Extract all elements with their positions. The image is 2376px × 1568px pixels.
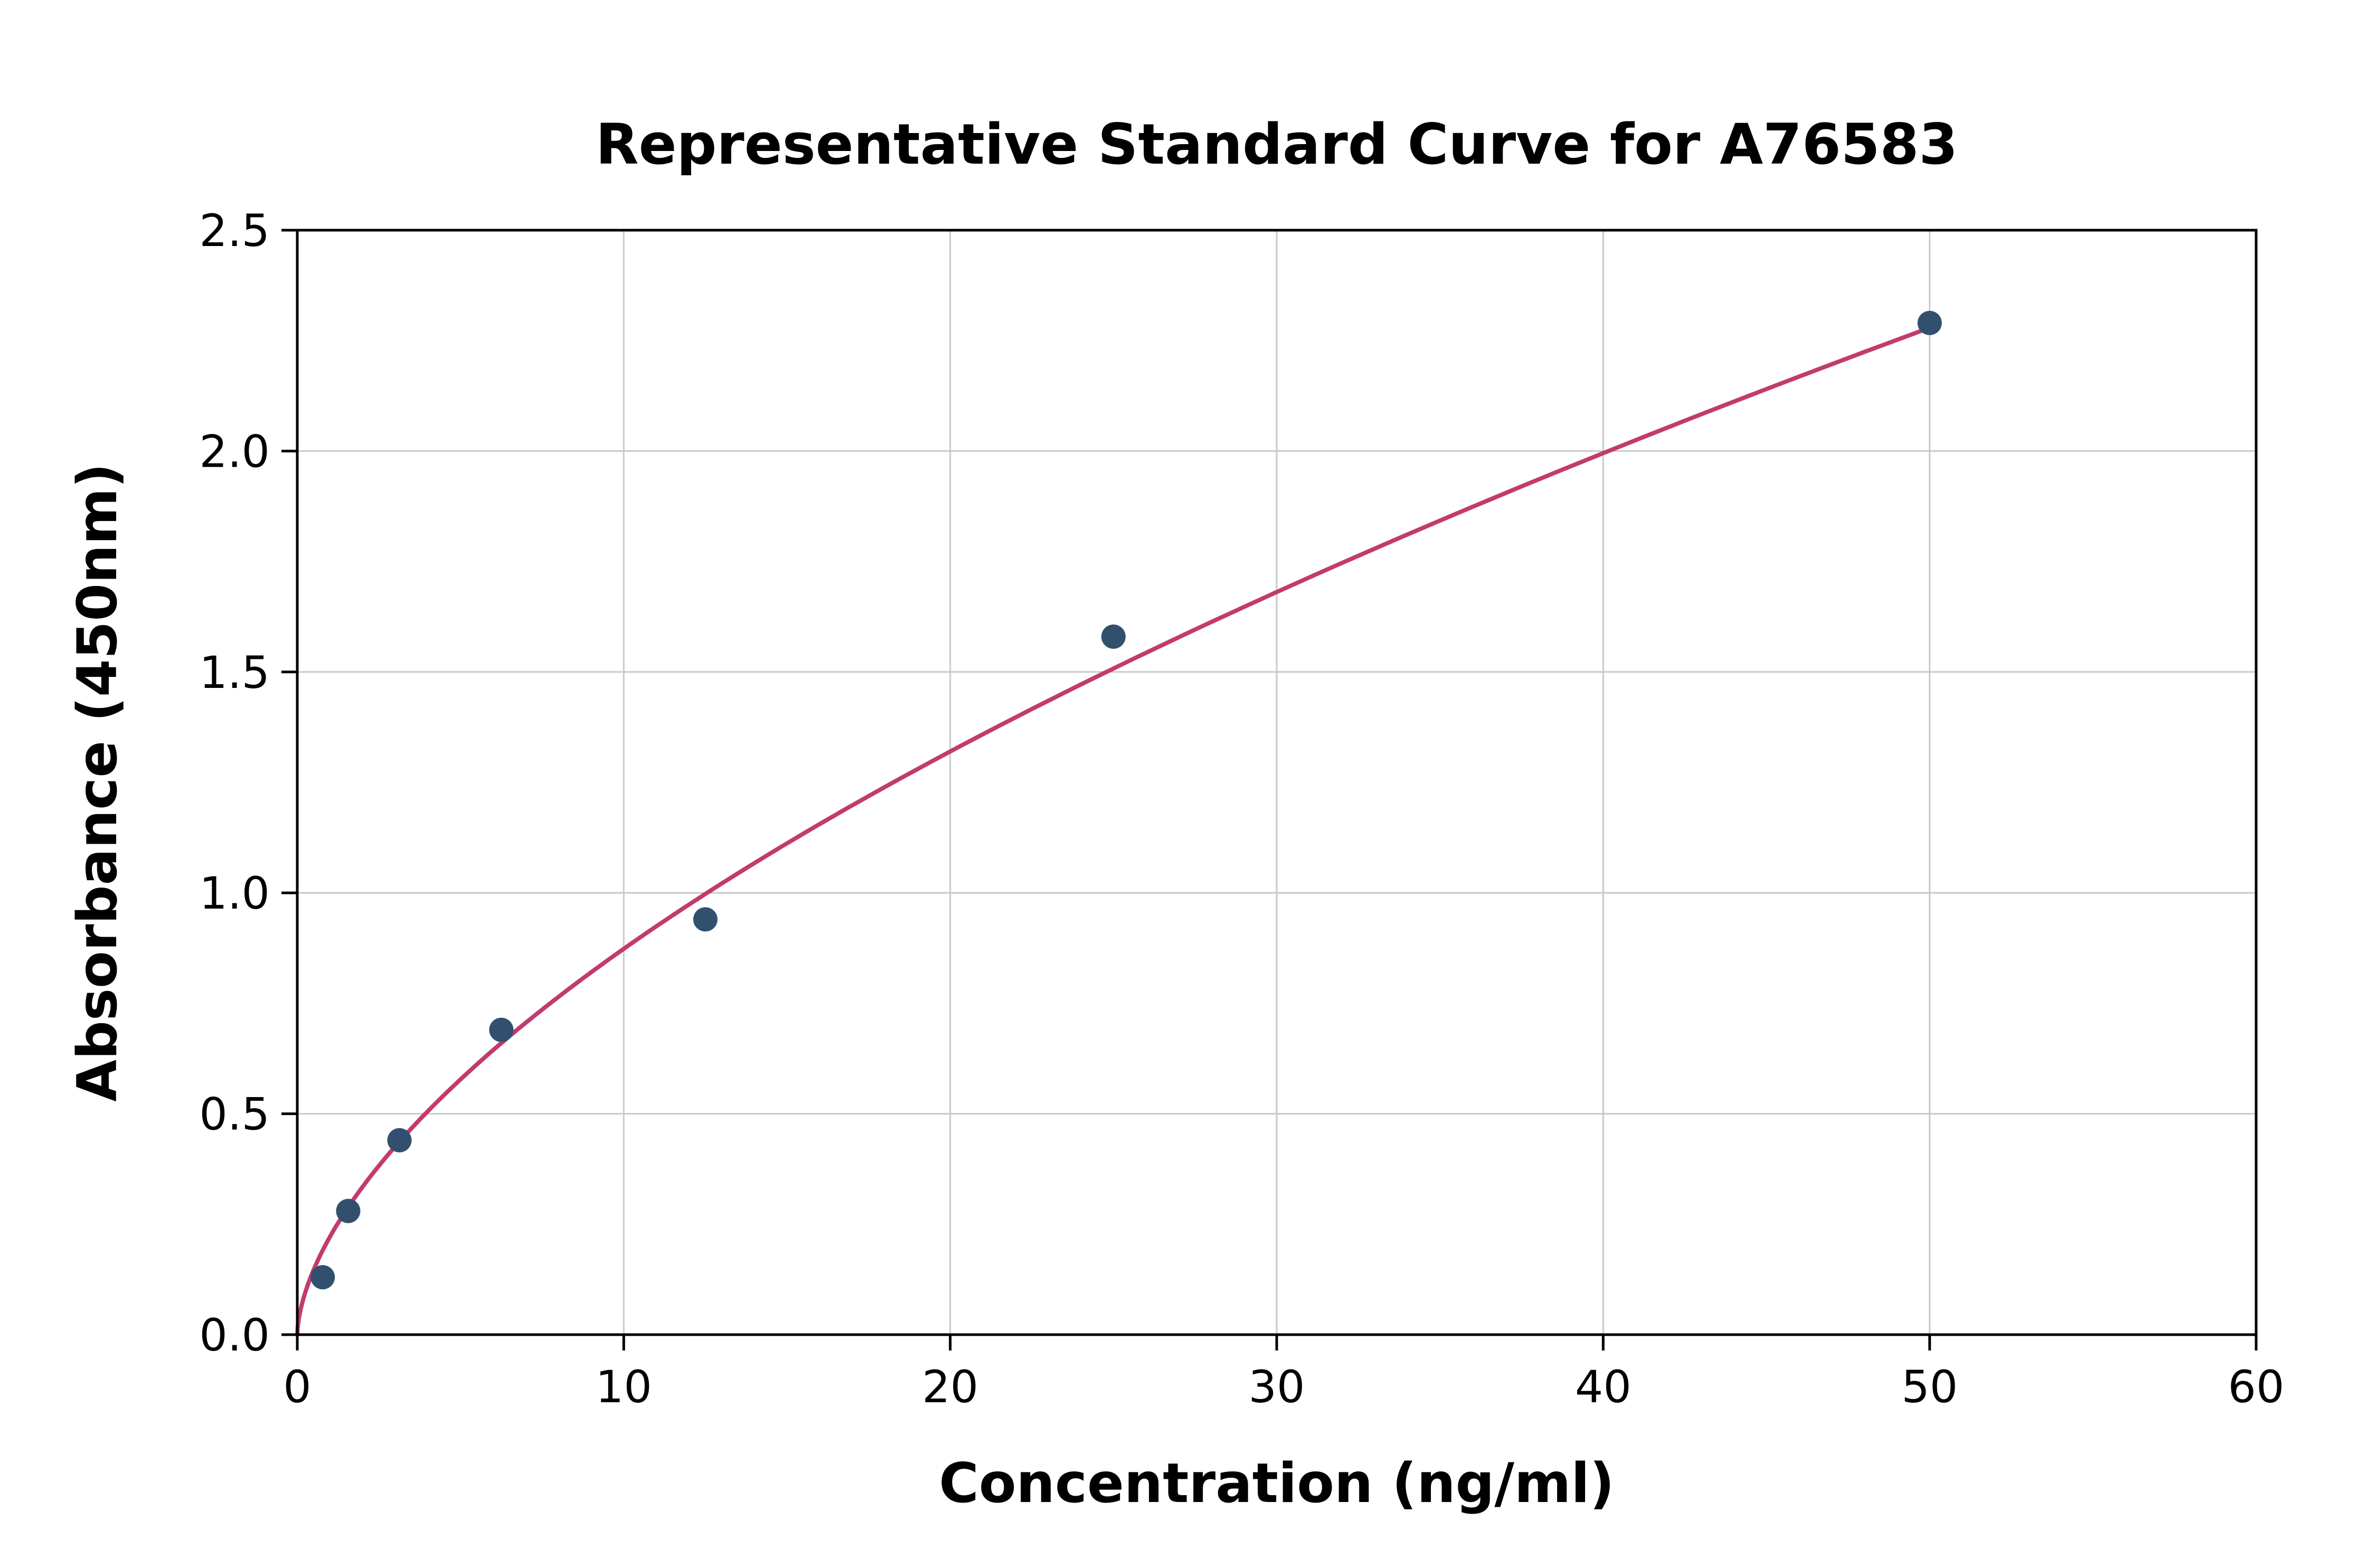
y-axis-label: Absorbance (450nm) xyxy=(66,463,129,1101)
x-tick-label: 0 xyxy=(283,1361,311,1413)
data-point xyxy=(693,907,718,932)
y-tick-label: 0.5 xyxy=(199,1089,270,1140)
fit-curve xyxy=(295,325,1932,1337)
x-tick-label: 40 xyxy=(1575,1361,1632,1413)
x-tick-label: 50 xyxy=(1901,1361,1958,1413)
x-axis-label: Concentration (ng/ml) xyxy=(939,1452,1614,1515)
y-tick-label: 1.5 xyxy=(199,647,270,698)
chart-title: Representative Standard Curve for A76583 xyxy=(596,112,1958,177)
y-tick-label: 2.5 xyxy=(199,205,270,257)
x-axis-ticks: 0 10 20 30 40 50 60 xyxy=(283,1335,2284,1413)
data-points-group xyxy=(310,310,1942,1290)
grid-lines xyxy=(297,230,2256,1335)
x-tick-label: 60 xyxy=(2228,1361,2285,1413)
y-axis-ticks: 0.0 0.5 1.0 1.5 2.0 2.5 xyxy=(199,205,297,1361)
x-tick-label: 10 xyxy=(596,1361,652,1413)
y-tick-label: 2.0 xyxy=(199,426,270,477)
data-point xyxy=(1917,310,1942,335)
x-tick-label: 30 xyxy=(1249,1361,1305,1413)
data-point xyxy=(336,1198,361,1223)
data-point xyxy=(489,1017,514,1042)
y-tick-label: 0.0 xyxy=(199,1309,270,1361)
x-tick-label: 20 xyxy=(922,1361,978,1413)
data-point xyxy=(387,1128,412,1153)
fit-curve-group xyxy=(295,325,1932,1337)
data-point xyxy=(310,1265,335,1290)
data-point xyxy=(1101,624,1126,649)
y-tick-label: 1.0 xyxy=(199,867,270,919)
